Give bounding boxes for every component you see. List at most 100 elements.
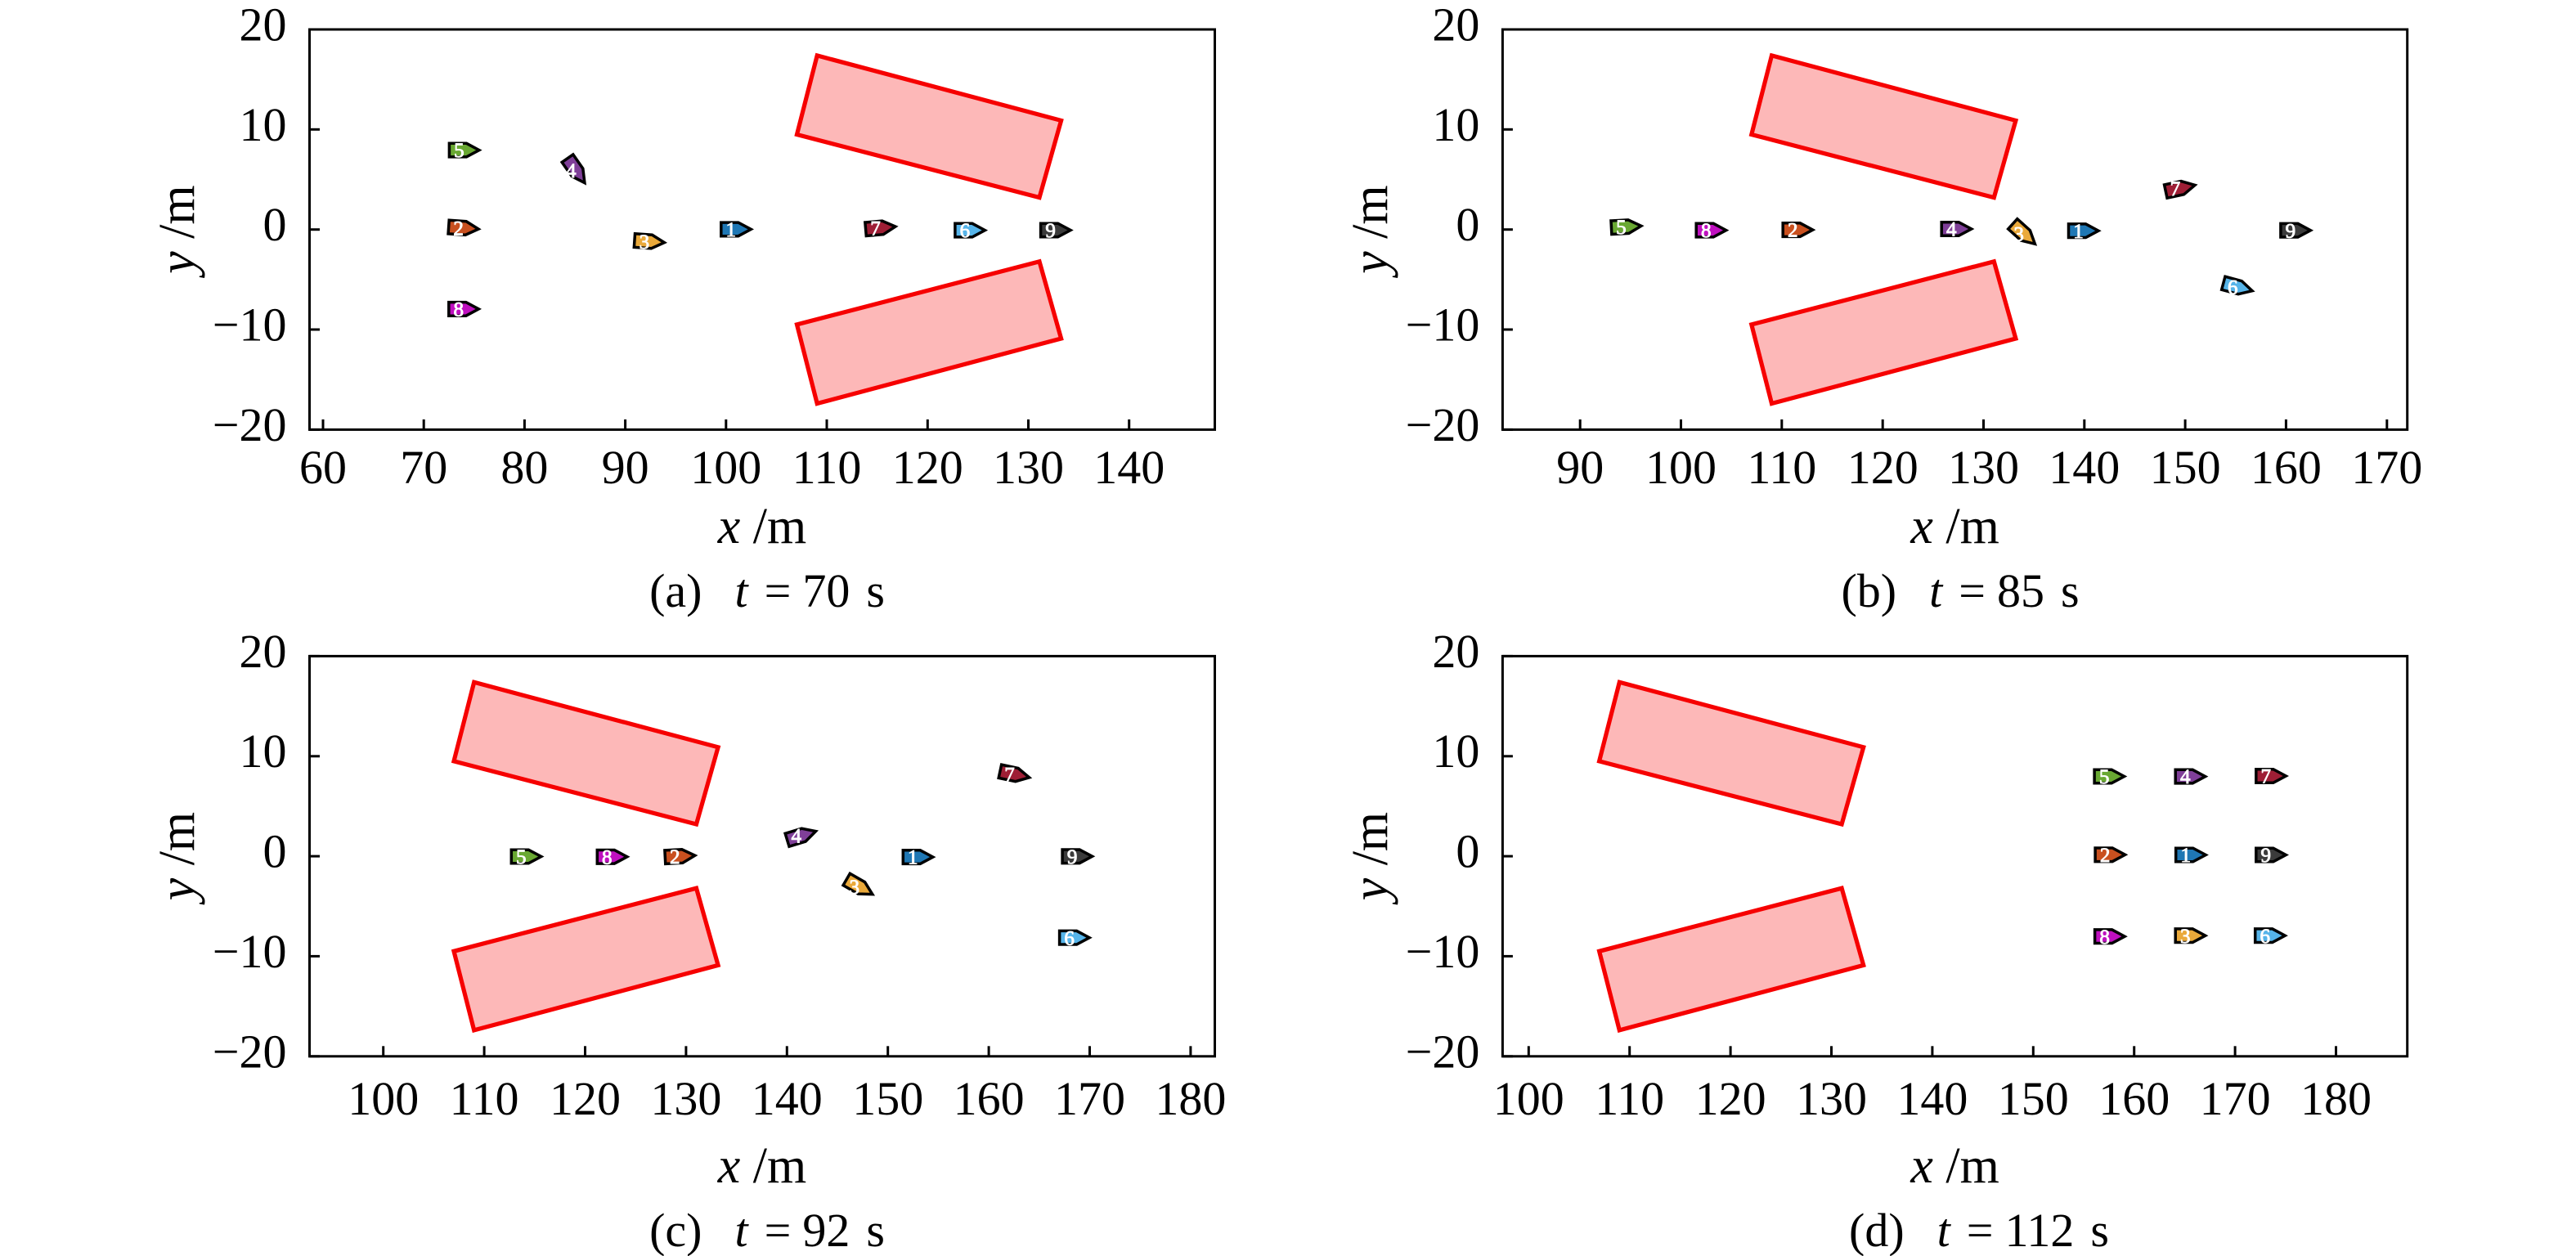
svg-text:80: 80 [500, 441, 548, 494]
svg-text:180: 180 [1155, 1072, 1226, 1125]
svg-text:90: 90 [602, 441, 649, 494]
svg-text:170: 170 [2200, 1072, 2271, 1125]
svg-text:8: 8 [602, 846, 613, 868]
svg-text:0: 0 [1456, 825, 1479, 878]
svg-text:20: 20 [240, 625, 287, 678]
svg-text:4: 4 [1946, 219, 1957, 241]
svg-text:20: 20 [240, 0, 287, 52]
svg-text:70: 70 [400, 441, 447, 494]
svg-text:120: 120 [1695, 1072, 1766, 1125]
svg-text:9: 9 [1067, 846, 1078, 868]
svg-text:−10: −10 [213, 298, 287, 352]
svg-text:180: 180 [2300, 1072, 2372, 1125]
svg-text:170: 170 [2351, 441, 2422, 494]
svg-text:8: 8 [2099, 926, 2110, 949]
svg-text:9: 9 [2286, 220, 2296, 242]
svg-text:(a)t=70s: (a) t = 70 s [649, 564, 885, 617]
svg-text:3: 3 [850, 877, 860, 899]
svg-text:140: 140 [752, 1072, 823, 1125]
svg-text:2: 2 [2100, 845, 2111, 867]
svg-text:3: 3 [2180, 926, 2191, 948]
svg-text:6: 6 [1064, 927, 1075, 949]
svg-text:90: 90 [1556, 441, 1604, 494]
svg-text:60: 60 [299, 441, 347, 494]
svg-text:140: 140 [1896, 1072, 1968, 1125]
svg-text:5: 5 [516, 846, 527, 868]
svg-text:110: 110 [1747, 441, 1816, 494]
svg-text:130: 130 [993, 441, 1064, 494]
svg-text:160: 160 [2098, 1072, 2170, 1125]
svg-text:5: 5 [2099, 766, 2110, 788]
svg-text:y /m: y /m [1343, 185, 1398, 278]
svg-text:(b)t=85s: (b) t = 85 s [1841, 564, 2079, 617]
svg-text:2: 2 [1788, 220, 1798, 242]
svg-text:7: 7 [2170, 178, 2181, 200]
svg-text:0: 0 [263, 825, 287, 878]
svg-text:120: 120 [892, 441, 963, 494]
svg-text:7: 7 [870, 218, 881, 240]
svg-text:9: 9 [1045, 220, 1056, 242]
svg-text:130: 130 [1948, 441, 2019, 494]
svg-text:6: 6 [960, 220, 971, 242]
svg-text:160: 160 [2251, 441, 2322, 494]
svg-text:x /m: x /m [1910, 499, 1999, 554]
svg-text:y /m: y /m [1343, 812, 1398, 905]
svg-text:120: 120 [1847, 441, 1919, 494]
svg-text:0: 0 [263, 198, 287, 251]
svg-text:140: 140 [1093, 441, 1165, 494]
svg-text:100: 100 [690, 441, 761, 494]
svg-text:−20: −20 [213, 1025, 287, 1078]
svg-text:100: 100 [1645, 441, 1717, 494]
svg-text:110: 110 [450, 1072, 519, 1125]
svg-text:1: 1 [2073, 221, 2084, 243]
svg-text:2: 2 [453, 218, 464, 240]
svg-text:y /m: y /m [150, 185, 205, 278]
svg-text:1: 1 [908, 847, 918, 869]
svg-text:150: 150 [2150, 441, 2221, 494]
svg-text:−20: −20 [213, 398, 287, 451]
svg-text:x /m: x /m [1910, 1138, 1999, 1194]
svg-text:160: 160 [954, 1072, 1025, 1125]
svg-text:−10: −10 [213, 925, 287, 978]
svg-text:4: 4 [792, 826, 802, 848]
svg-text:140: 140 [2049, 441, 2120, 494]
svg-text:150: 150 [1998, 1072, 2069, 1125]
svg-text:130: 130 [1796, 1072, 1867, 1125]
svg-text:10: 10 [240, 98, 287, 151]
svg-text:3: 3 [2013, 224, 2024, 246]
svg-text:170: 170 [1054, 1072, 1125, 1125]
svg-text:130: 130 [650, 1072, 721, 1125]
svg-text:7: 7 [2261, 766, 2272, 788]
svg-text:100: 100 [348, 1072, 419, 1125]
svg-text:110: 110 [1595, 1072, 1664, 1125]
svg-text:6: 6 [2260, 926, 2270, 948]
svg-text:x /m: x /m [717, 1138, 806, 1194]
svg-text:2: 2 [670, 846, 680, 868]
svg-text:1: 1 [726, 219, 737, 241]
svg-text:1: 1 [2180, 845, 2191, 867]
svg-text:10: 10 [240, 724, 287, 778]
svg-text:(c)t=92s: (c) t = 92 s [649, 1204, 885, 1256]
svg-text:150: 150 [852, 1072, 923, 1125]
svg-text:0: 0 [1456, 198, 1479, 251]
svg-text:8: 8 [454, 299, 464, 321]
svg-text:4: 4 [566, 160, 577, 182]
svg-text:3: 3 [640, 231, 650, 253]
svg-text:10: 10 [1432, 724, 1479, 778]
svg-text:7: 7 [1004, 765, 1015, 787]
svg-text:−10: −10 [1406, 298, 1480, 352]
svg-text:−20: −20 [1406, 1025, 1480, 1078]
svg-text:6: 6 [2228, 277, 2238, 299]
svg-text:120: 120 [550, 1072, 621, 1125]
svg-text:4: 4 [2180, 766, 2191, 788]
svg-text:10: 10 [1432, 98, 1479, 151]
svg-text:x /m: x /m [717, 499, 806, 554]
svg-text:9: 9 [2261, 845, 2272, 867]
svg-text:5: 5 [1616, 217, 1627, 239]
svg-text:20: 20 [1432, 0, 1479, 52]
svg-text:y /m: y /m [150, 812, 205, 905]
svg-text:8: 8 [1701, 220, 1712, 242]
svg-text:100: 100 [1493, 1072, 1564, 1125]
svg-text:110: 110 [792, 441, 862, 494]
